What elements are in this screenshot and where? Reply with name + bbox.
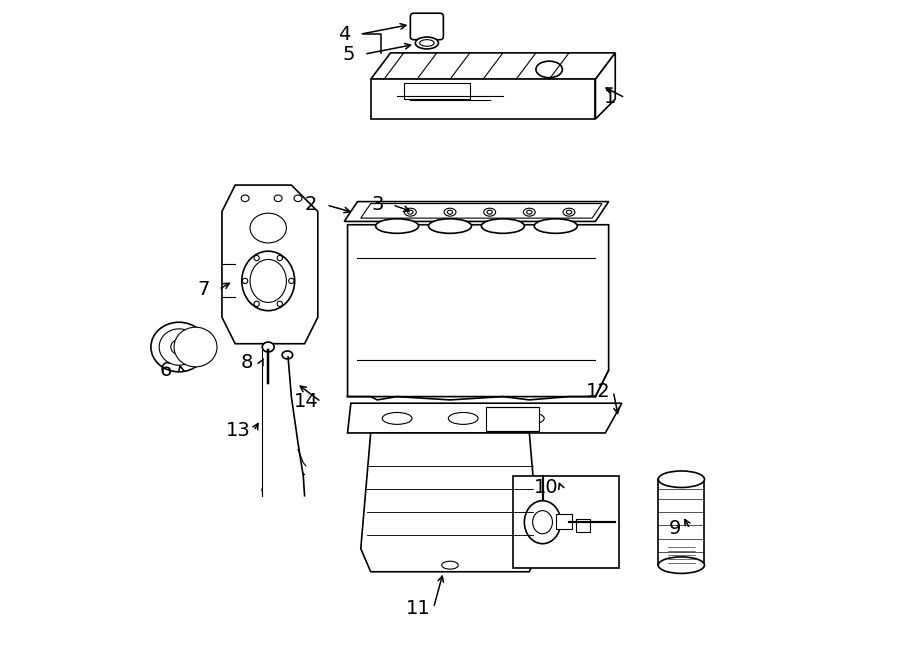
Ellipse shape — [428, 219, 472, 233]
Ellipse shape — [482, 219, 525, 233]
Polygon shape — [222, 185, 318, 344]
Ellipse shape — [408, 210, 413, 214]
Ellipse shape — [171, 340, 187, 354]
Text: 6: 6 — [159, 361, 172, 379]
Ellipse shape — [566, 210, 572, 214]
Ellipse shape — [415, 37, 438, 49]
Bar — [513, 476, 618, 568]
Ellipse shape — [404, 208, 417, 216]
Text: 2: 2 — [305, 196, 318, 214]
Text: 12: 12 — [586, 382, 610, 401]
Ellipse shape — [262, 342, 274, 352]
Ellipse shape — [524, 208, 536, 216]
Polygon shape — [347, 225, 608, 397]
Ellipse shape — [382, 412, 412, 424]
Ellipse shape — [533, 510, 553, 534]
Ellipse shape — [419, 40, 434, 46]
Ellipse shape — [274, 195, 282, 202]
Polygon shape — [344, 202, 608, 221]
Ellipse shape — [483, 208, 496, 216]
Bar — [556, 514, 572, 529]
Ellipse shape — [487, 210, 492, 214]
Ellipse shape — [277, 301, 283, 307]
Polygon shape — [361, 433, 539, 572]
Ellipse shape — [250, 213, 286, 243]
Ellipse shape — [282, 351, 292, 359]
Polygon shape — [347, 403, 622, 433]
Polygon shape — [596, 53, 616, 119]
Text: 13: 13 — [226, 422, 251, 440]
Ellipse shape — [242, 251, 294, 311]
Ellipse shape — [289, 278, 294, 284]
Ellipse shape — [442, 561, 458, 569]
Text: 14: 14 — [293, 393, 319, 411]
Ellipse shape — [277, 255, 283, 260]
Ellipse shape — [526, 210, 532, 214]
FancyBboxPatch shape — [410, 13, 444, 40]
Bar — [404, 83, 470, 99]
Text: 11: 11 — [406, 599, 430, 617]
Ellipse shape — [563, 208, 575, 216]
Ellipse shape — [375, 219, 419, 233]
Polygon shape — [371, 53, 616, 79]
Text: 10: 10 — [534, 479, 558, 497]
Text: 1: 1 — [604, 89, 617, 107]
Bar — [486, 407, 539, 431]
Ellipse shape — [448, 412, 478, 424]
Ellipse shape — [242, 278, 248, 284]
Ellipse shape — [294, 195, 302, 202]
Ellipse shape — [151, 323, 207, 371]
Ellipse shape — [447, 210, 453, 214]
Ellipse shape — [525, 501, 561, 543]
Ellipse shape — [444, 208, 456, 216]
Polygon shape — [658, 479, 705, 565]
Ellipse shape — [250, 259, 286, 303]
Text: 9: 9 — [669, 520, 681, 538]
Ellipse shape — [515, 412, 544, 424]
Text: 5: 5 — [343, 45, 356, 63]
Polygon shape — [361, 204, 602, 218]
Ellipse shape — [254, 255, 259, 260]
Ellipse shape — [174, 327, 217, 367]
Text: 7: 7 — [197, 280, 210, 299]
Ellipse shape — [658, 471, 705, 488]
Text: 3: 3 — [371, 196, 383, 214]
Ellipse shape — [535, 219, 577, 233]
Text: 4: 4 — [338, 25, 350, 44]
Bar — [576, 519, 590, 532]
Ellipse shape — [536, 61, 562, 78]
Ellipse shape — [254, 301, 259, 307]
Text: 8: 8 — [240, 353, 253, 371]
Ellipse shape — [159, 329, 199, 366]
Polygon shape — [371, 79, 596, 119]
Ellipse shape — [658, 557, 705, 574]
Ellipse shape — [241, 195, 249, 202]
